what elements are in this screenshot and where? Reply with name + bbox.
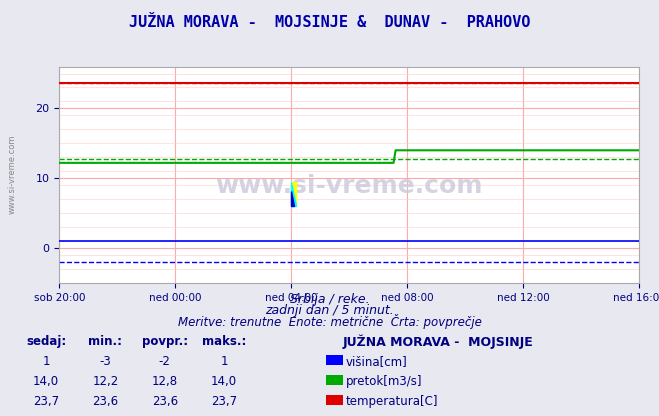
Text: 1: 1 xyxy=(42,355,50,368)
Text: 23,7: 23,7 xyxy=(211,395,237,408)
Text: temperatura[C]: temperatura[C] xyxy=(346,395,438,408)
Text: povpr.:: povpr.: xyxy=(142,335,188,348)
Text: sedaj:: sedaj: xyxy=(26,335,67,348)
Text: 12,2: 12,2 xyxy=(92,375,119,388)
Text: -3: -3 xyxy=(100,355,111,368)
Polygon shape xyxy=(291,191,294,206)
Text: zadnji dan / 5 minut.: zadnji dan / 5 minut. xyxy=(265,304,394,317)
Polygon shape xyxy=(291,182,295,206)
Text: 23,6: 23,6 xyxy=(152,395,178,408)
Text: 1: 1 xyxy=(220,355,228,368)
Text: 12,8: 12,8 xyxy=(152,375,178,388)
Text: maks.:: maks.: xyxy=(202,335,246,348)
Text: pretok[m3/s]: pretok[m3/s] xyxy=(346,375,422,388)
Text: 23,7: 23,7 xyxy=(33,395,59,408)
Text: JUŽNA MORAVA -  MOJSINJE &  DUNAV -  PRAHOVO: JUŽNA MORAVA - MOJSINJE & DUNAV - PRAHOV… xyxy=(129,15,530,30)
Text: 14,0: 14,0 xyxy=(33,375,59,388)
Text: 23,6: 23,6 xyxy=(92,395,119,408)
Text: min.:: min.: xyxy=(88,335,123,348)
Text: www.si-vreme.com: www.si-vreme.com xyxy=(215,173,483,198)
Text: www.si-vreme.com: www.si-vreme.com xyxy=(8,135,17,215)
Text: Srbija / reke.: Srbija / reke. xyxy=(290,293,369,306)
Polygon shape xyxy=(291,182,295,206)
Text: višina[cm]: višina[cm] xyxy=(346,355,408,368)
Text: 14,0: 14,0 xyxy=(211,375,237,388)
Text: Meritve: trenutne  Enote: metrične  Črta: povprečje: Meritve: trenutne Enote: metrične Črta: … xyxy=(177,314,482,329)
Text: JUŽNA MORAVA -  MOJSINJE: JUŽNA MORAVA - MOJSINJE xyxy=(343,335,533,349)
Text: -2: -2 xyxy=(159,355,171,368)
